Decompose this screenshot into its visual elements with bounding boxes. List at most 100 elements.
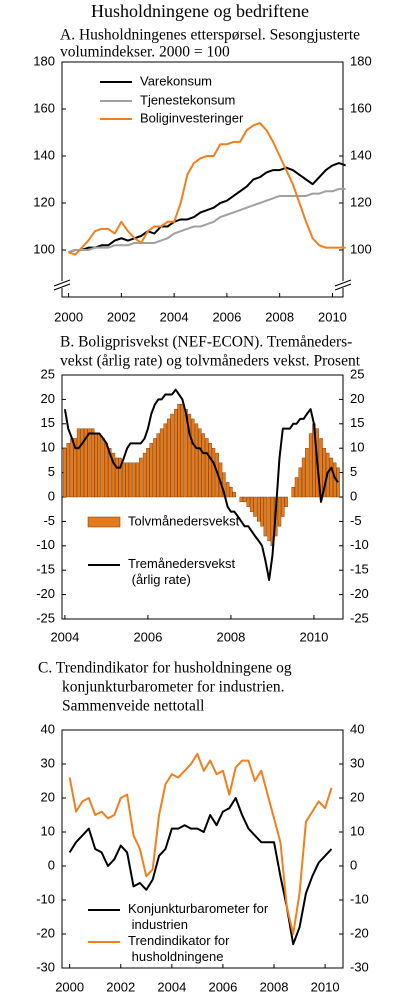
y-tick-label: -25: [36, 610, 55, 625]
x-tick-label: 2008: [265, 309, 294, 324]
legend-label: Boliginvesteringer: [140, 110, 244, 125]
y2-tick-label: -30: [350, 959, 369, 974]
bar: [298, 467, 302, 498]
bar: [104, 443, 109, 498]
bar: [281, 496, 285, 517]
y2-tick-label: -20: [350, 925, 369, 940]
x-tick-label: 2000: [55, 979, 84, 994]
bar: [277, 496, 282, 527]
bar: [163, 423, 168, 498]
bar: [132, 462, 136, 498]
y2-tick-label: -20: [350, 586, 369, 601]
plot-frame: [61, 61, 344, 298]
bar: [94, 433, 98, 498]
y2-tick-label: 5: [350, 464, 357, 479]
legend-label: Tolvmånedersvekst: [128, 513, 240, 528]
y2-tick-label: 40: [350, 721, 364, 736]
line-series: [63, 388, 339, 581]
bar: [149, 443, 153, 498]
bar: [184, 408, 188, 498]
y-tick-label: 140: [33, 147, 55, 162]
bar: [229, 487, 233, 498]
bar: [118, 457, 122, 498]
x-tick-label: 2004: [160, 309, 189, 324]
bar: [201, 433, 205, 498]
bar: [322, 448, 327, 498]
y2-tick-label: 0: [350, 857, 357, 872]
y2-tick-label: -15: [350, 562, 369, 577]
bar: [122, 462, 126, 498]
figure-title: Husholdningene og bedriftene: [91, 1, 309, 21]
legend-label: Tjenestekonsum: [140, 92, 235, 107]
y-tick-label: -20: [36, 925, 55, 940]
y-tick-label: 5: [48, 464, 55, 479]
chart-title: C. Trendindikator for husholdningene og: [38, 660, 292, 677]
bar: [97, 433, 102, 498]
line-series: [68, 122, 346, 256]
bar: [211, 448, 216, 498]
chart-title: volumindekser. 2000 = 100: [60, 44, 230, 61]
bar: [232, 491, 236, 498]
bar: [156, 433, 161, 498]
axis-break: [53, 283, 71, 291]
bar: [111, 452, 116, 498]
bar: [208, 443, 212, 498]
y-tick-label: -20: [36, 586, 55, 601]
bar: [246, 496, 251, 507]
y2-tick-label: 10: [350, 440, 364, 455]
legend-label: Trendindikator for husholdningene: [128, 933, 230, 964]
y2-tick-label: -10: [350, 537, 369, 552]
y2-tick-label: 10: [350, 823, 364, 838]
y2-tick-label: -5: [350, 513, 362, 528]
bar: [115, 457, 119, 498]
line-series: [68, 187, 346, 254]
y2-tick-label: 20: [350, 391, 364, 406]
legend-label: Konjunkturbarometer for industrien: [128, 901, 269, 932]
y2-tick-label: -10: [350, 891, 369, 906]
bar: [108, 448, 112, 498]
bar: [159, 428, 164, 498]
line-series: [68, 752, 333, 935]
bar: [257, 496, 261, 522]
chart-title: konjunkturbarometer for industrien.: [62, 679, 285, 696]
bar: [83, 428, 88, 498]
y-tick-label: 0: [48, 488, 55, 503]
axis-break: [334, 279, 352, 287]
legend-label: Tremånedersvekst (årlig rate): [128, 556, 236, 587]
y2-tick-label: 30: [350, 755, 364, 770]
y2-tick-label: 20: [350, 789, 364, 804]
x-tick-label: 2010: [311, 979, 340, 994]
bar: [291, 487, 295, 498]
bar: [166, 418, 171, 498]
bar: [284, 496, 288, 507]
bar: [70, 438, 74, 498]
bar: [153, 438, 157, 498]
bar: [205, 438, 209, 498]
bar: [253, 496, 257, 517]
legend-label: Varekonsum: [140, 73, 212, 88]
y-tick-label: 160: [33, 100, 55, 115]
x-tick-label: 2010: [299, 629, 328, 644]
y-tick-label: 10: [41, 823, 55, 838]
y-tick-label: 15: [41, 415, 55, 430]
bar: [308, 433, 313, 498]
bar: [329, 457, 334, 498]
axis-break: [334, 283, 352, 291]
bar: [249, 496, 254, 512]
axis-break-gap: [54, 281, 70, 288]
y2-tick-label: 120: [350, 194, 372, 209]
y2-tick-label: 100: [350, 241, 372, 256]
y-tick-label: 30: [41, 755, 55, 770]
bar: [174, 408, 178, 498]
x-tick-label: 2002: [107, 309, 136, 324]
y2-tick-label: 25: [350, 366, 364, 381]
y2-tick-label: 160: [350, 100, 372, 115]
chart-title: B. Boligprisvekst (NEF-ECON). Tremåneder…: [60, 334, 352, 351]
bar: [135, 462, 140, 498]
legend-swatch: [87, 516, 121, 528]
y-tick-label: -10: [36, 891, 55, 906]
axis-break: [53, 279, 71, 287]
bar: [191, 418, 195, 498]
